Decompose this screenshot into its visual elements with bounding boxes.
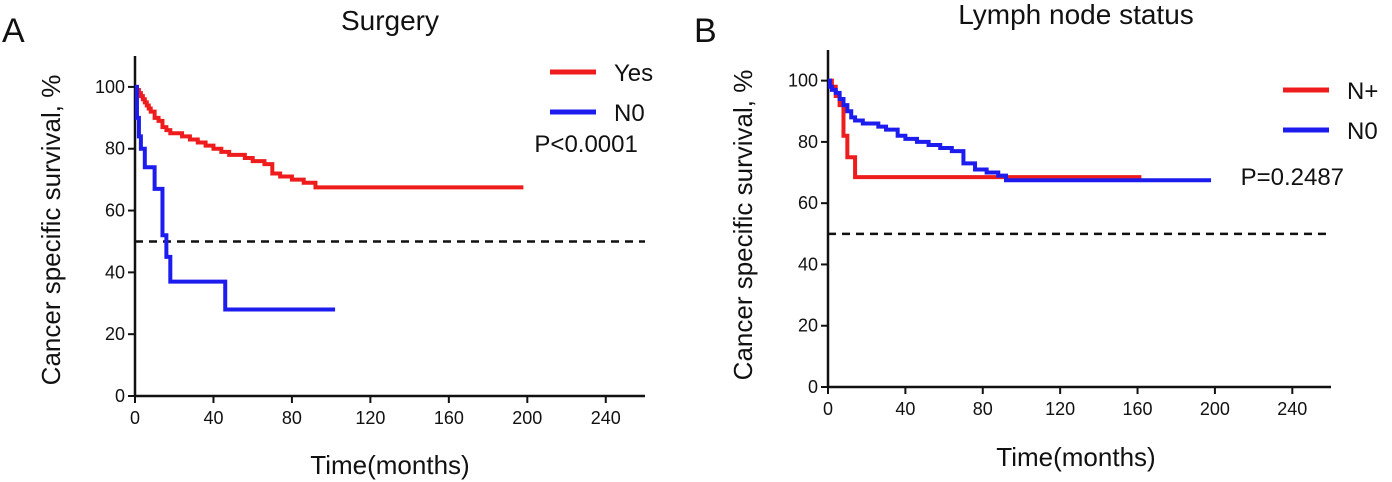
x-axis-label: Time(months) <box>996 442 1155 472</box>
y-tick-label: 0 <box>115 386 125 406</box>
x-tick-label: 0 <box>130 408 140 428</box>
panel-b: B Lymph node status Time(months) Cancer … <box>694 0 1378 472</box>
series-line-N0 <box>134 84 336 312</box>
y-axis-label: Cancer specific survival, % <box>728 70 758 381</box>
x-tick-label: 120 <box>355 408 385 428</box>
x-tick-label: 40 <box>895 399 915 419</box>
series-line-N+ <box>828 78 1142 180</box>
p-value-annotation: P=0.2487 <box>1241 164 1344 191</box>
legend: Yes N0 <box>550 60 653 127</box>
x-tick-label: 200 <box>1200 399 1230 419</box>
chart-title: Surgery <box>341 5 439 36</box>
plot-area <box>827 78 1331 236</box>
y-tick-label: 60 <box>798 193 818 213</box>
y-axis-label: Cancer specific survival, % <box>36 75 66 386</box>
panel-letter: A <box>2 12 25 50</box>
y-tick-label: 40 <box>798 254 818 274</box>
x-axis-label: Time(months) <box>310 450 469 480</box>
legend-label: N0 <box>1347 118 1378 145</box>
x-tick-label: 160 <box>434 408 464 428</box>
y-tick-label: 20 <box>798 316 818 336</box>
y-tick-label: 100 <box>788 71 818 91</box>
chart-title: Lymph node status <box>958 0 1194 30</box>
plot-area <box>134 84 645 312</box>
x-tick-label: 80 <box>282 408 302 428</box>
x-tick-label: 240 <box>1277 399 1307 419</box>
legend: N+ N0 <box>1283 78 1378 145</box>
x-tick-label: 40 <box>203 408 223 428</box>
x-tick-label: 80 <box>973 399 993 419</box>
legend-label: N+ <box>1347 78 1378 105</box>
y-tick-label: 0 <box>808 377 818 397</box>
legend-label: Yes <box>614 60 653 87</box>
series-line-Yes <box>134 84 524 190</box>
y-tick-label: 60 <box>105 201 125 221</box>
panel-letter: B <box>694 12 717 50</box>
y-tick-label: 80 <box>105 139 125 159</box>
x-tick-label: 200 <box>512 408 542 428</box>
axes: 0 40 80 120 160 200 240 0 20 40 60 80 100 <box>95 56 645 428</box>
y-tick-label: 100 <box>95 77 125 97</box>
x-tick-label: 160 <box>1123 399 1153 419</box>
legend-label: N0 <box>614 100 645 127</box>
series-line-N0 <box>827 78 1212 183</box>
y-tick-label: 80 <box>798 132 818 152</box>
x-tick-label: 0 <box>823 399 833 419</box>
y-tick-label: 40 <box>105 262 125 282</box>
panel-a: A Surgery Time(months) Cancer specific s… <box>2 5 653 480</box>
axes: 0 40 80 120 160 200 240 0 20 40 60 80 100 <box>788 50 1331 419</box>
x-tick-label: 120 <box>1045 399 1075 419</box>
y-tick-label: 20 <box>105 324 125 344</box>
p-value-annotation: P<0.0001 <box>534 131 637 158</box>
x-tick-label: 240 <box>591 408 621 428</box>
